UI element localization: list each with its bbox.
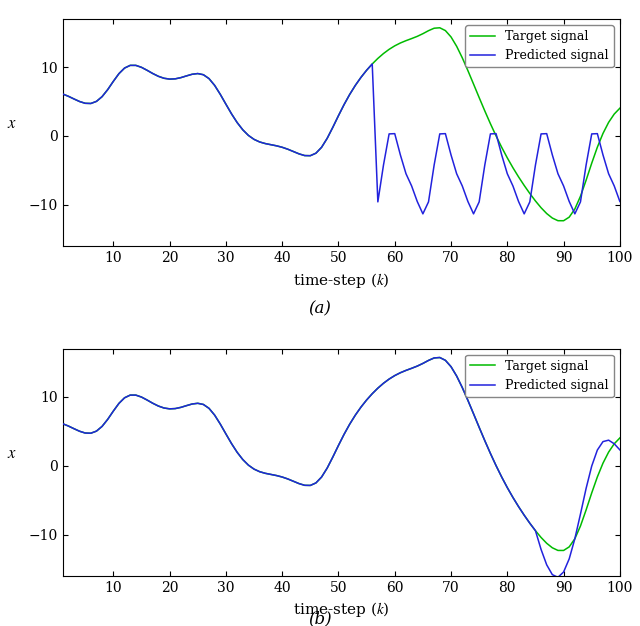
Target signal bbox=[166, 75, 173, 83]
Predicted signal bbox=[599, 438, 607, 445]
Target signal bbox=[436, 24, 444, 31]
Line: Predicted signal: Predicted signal bbox=[63, 64, 620, 214]
Predicted signal bbox=[554, 573, 562, 581]
Target signal bbox=[59, 420, 67, 428]
Predicted signal bbox=[166, 405, 173, 413]
Target signal bbox=[188, 71, 196, 78]
Target signal bbox=[616, 105, 624, 112]
Predicted signal bbox=[59, 420, 67, 428]
Target signal bbox=[188, 400, 196, 408]
Target signal bbox=[391, 42, 399, 49]
Target signal bbox=[346, 421, 353, 428]
Target signal bbox=[582, 177, 590, 184]
Predicted signal bbox=[397, 151, 404, 158]
Predicted signal bbox=[582, 162, 590, 169]
Predicted signal bbox=[616, 198, 624, 205]
Line: Target signal: Target signal bbox=[63, 357, 620, 550]
Target signal bbox=[560, 546, 568, 554]
Text: (a): (a) bbox=[308, 300, 332, 317]
Y-axis label: $x$: $x$ bbox=[7, 115, 17, 133]
Predicted signal bbox=[166, 75, 173, 83]
Text: (b): (b) bbox=[308, 610, 332, 626]
Predicted signal bbox=[436, 354, 444, 361]
Line: Target signal: Target signal bbox=[63, 28, 620, 221]
Legend: Target signal, Predicted signal: Target signal, Predicted signal bbox=[465, 25, 614, 67]
Legend: Target signal, Predicted signal: Target signal, Predicted signal bbox=[465, 355, 614, 397]
Predicted signal bbox=[599, 151, 607, 158]
Y-axis label: $x$: $x$ bbox=[7, 445, 17, 462]
Predicted signal bbox=[419, 210, 427, 218]
Predicted signal bbox=[369, 60, 376, 68]
Target signal bbox=[59, 90, 67, 98]
Target signal bbox=[436, 354, 444, 361]
Target signal bbox=[599, 459, 607, 467]
X-axis label: time-step ($k$): time-step ($k$) bbox=[293, 270, 390, 290]
X-axis label: time-step ($k$): time-step ($k$) bbox=[293, 600, 390, 619]
Target signal bbox=[166, 405, 173, 413]
Target signal bbox=[391, 372, 399, 379]
Target signal bbox=[560, 217, 568, 225]
Target signal bbox=[599, 130, 607, 137]
Predicted signal bbox=[59, 90, 67, 98]
Predicted signal bbox=[188, 71, 196, 78]
Predicted signal bbox=[346, 91, 353, 98]
Target signal bbox=[346, 91, 353, 98]
Line: Predicted signal: Predicted signal bbox=[63, 357, 620, 577]
Target signal bbox=[582, 506, 590, 514]
Predicted signal bbox=[346, 421, 353, 428]
Predicted signal bbox=[582, 485, 590, 492]
Target signal bbox=[616, 434, 624, 442]
Predicted signal bbox=[391, 372, 399, 379]
Predicted signal bbox=[616, 446, 624, 454]
Predicted signal bbox=[188, 400, 196, 408]
